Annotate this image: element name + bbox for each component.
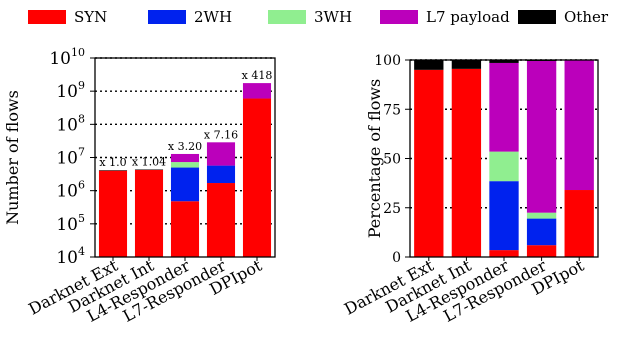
bar-other [489, 60, 519, 63]
legend-swatch-3wh [268, 10, 306, 24]
y-axis-label: Number of flows [3, 90, 22, 225]
y-tick-label: 107 [56, 146, 85, 169]
y-tick-label: 1010 [49, 46, 85, 69]
bar-annotation: x 1.04 [132, 155, 166, 168]
legend-swatch-syn [28, 10, 66, 24]
bar-syn [489, 250, 519, 257]
plot-frame [409, 59, 599, 258]
legend-label-2wh: 2WH [194, 8, 233, 26]
y-tick-label: 108 [56, 112, 85, 135]
legend-swatch-other [518, 10, 556, 24]
bar-syn [414, 69, 444, 257]
legend-item-l7-payload: L7 payload [380, 8, 510, 26]
bar-l7-payload [489, 62, 519, 152]
bar-l7-payload [242, 83, 272, 99]
bar-l7-payload [206, 142, 236, 166]
bar-2wh [489, 181, 519, 251]
bar-syn [206, 183, 236, 257]
bar-syn [526, 245, 557, 257]
plot-frame [94, 57, 276, 258]
y-tick-label: 0 [392, 250, 401, 266]
bar-syn [134, 169, 164, 257]
y-tick-label: 104 [56, 245, 85, 268]
bar-3wh [170, 162, 200, 168]
bar-l7-payload [564, 60, 594, 191]
bar-syn [564, 190, 594, 257]
legend-label-l7-payload: L7 payload [426, 8, 510, 26]
bar-l7-payload [526, 60, 557, 213]
y-tick-label: 105 [56, 212, 85, 235]
bar-annotation: x 3.20 [168, 140, 202, 153]
y-tick-label: 25 [383, 201, 401, 217]
y-tick-label: 100 [374, 53, 401, 69]
bar-2wh [170, 167, 200, 202]
bar-other [134, 169, 164, 170]
legend-label-syn: SYN [74, 8, 108, 26]
bar-2wh [206, 165, 236, 184]
y-tick-label: 106 [56, 179, 85, 202]
y-tick-label: 109 [56, 79, 85, 102]
legend-item-other: Other [518, 8, 608, 26]
bar-other [414, 60, 444, 70]
legend-label-3wh: 3WH [314, 8, 353, 26]
bar-annotation: x 1.0 [99, 156, 126, 169]
bar-3wh [489, 151, 519, 182]
bar-l7-payload [170, 153, 200, 163]
bar-syn [98, 170, 128, 257]
bar-other [451, 60, 482, 69]
legend-swatch-2wh [148, 10, 186, 24]
bar-syn [170, 201, 200, 257]
bar-syn [451, 68, 482, 258]
y-axis-label: Percentage of flows [365, 79, 384, 239]
legend-item-3wh: 3WH [268, 8, 352, 26]
y-tick-label: 50 [383, 152, 401, 168]
legend-item-2wh: 2WH [148, 8, 232, 26]
bar-2wh [526, 218, 557, 246]
bar-other [98, 170, 128, 171]
legend-swatch-l7-payload [380, 10, 418, 24]
legend: SYN 2WH 3WH L7 payload Other [0, 0, 643, 34]
bar-3wh [526, 212, 557, 219]
bar-syn [242, 98, 272, 257]
bar-annotation: x 418 [242, 69, 273, 82]
y-tick-label: 75 [383, 102, 401, 118]
legend-label-other: Other [564, 8, 609, 26]
legend-item-syn: SYN [28, 8, 107, 26]
bar-annotation: x 7.16 [204, 128, 238, 141]
